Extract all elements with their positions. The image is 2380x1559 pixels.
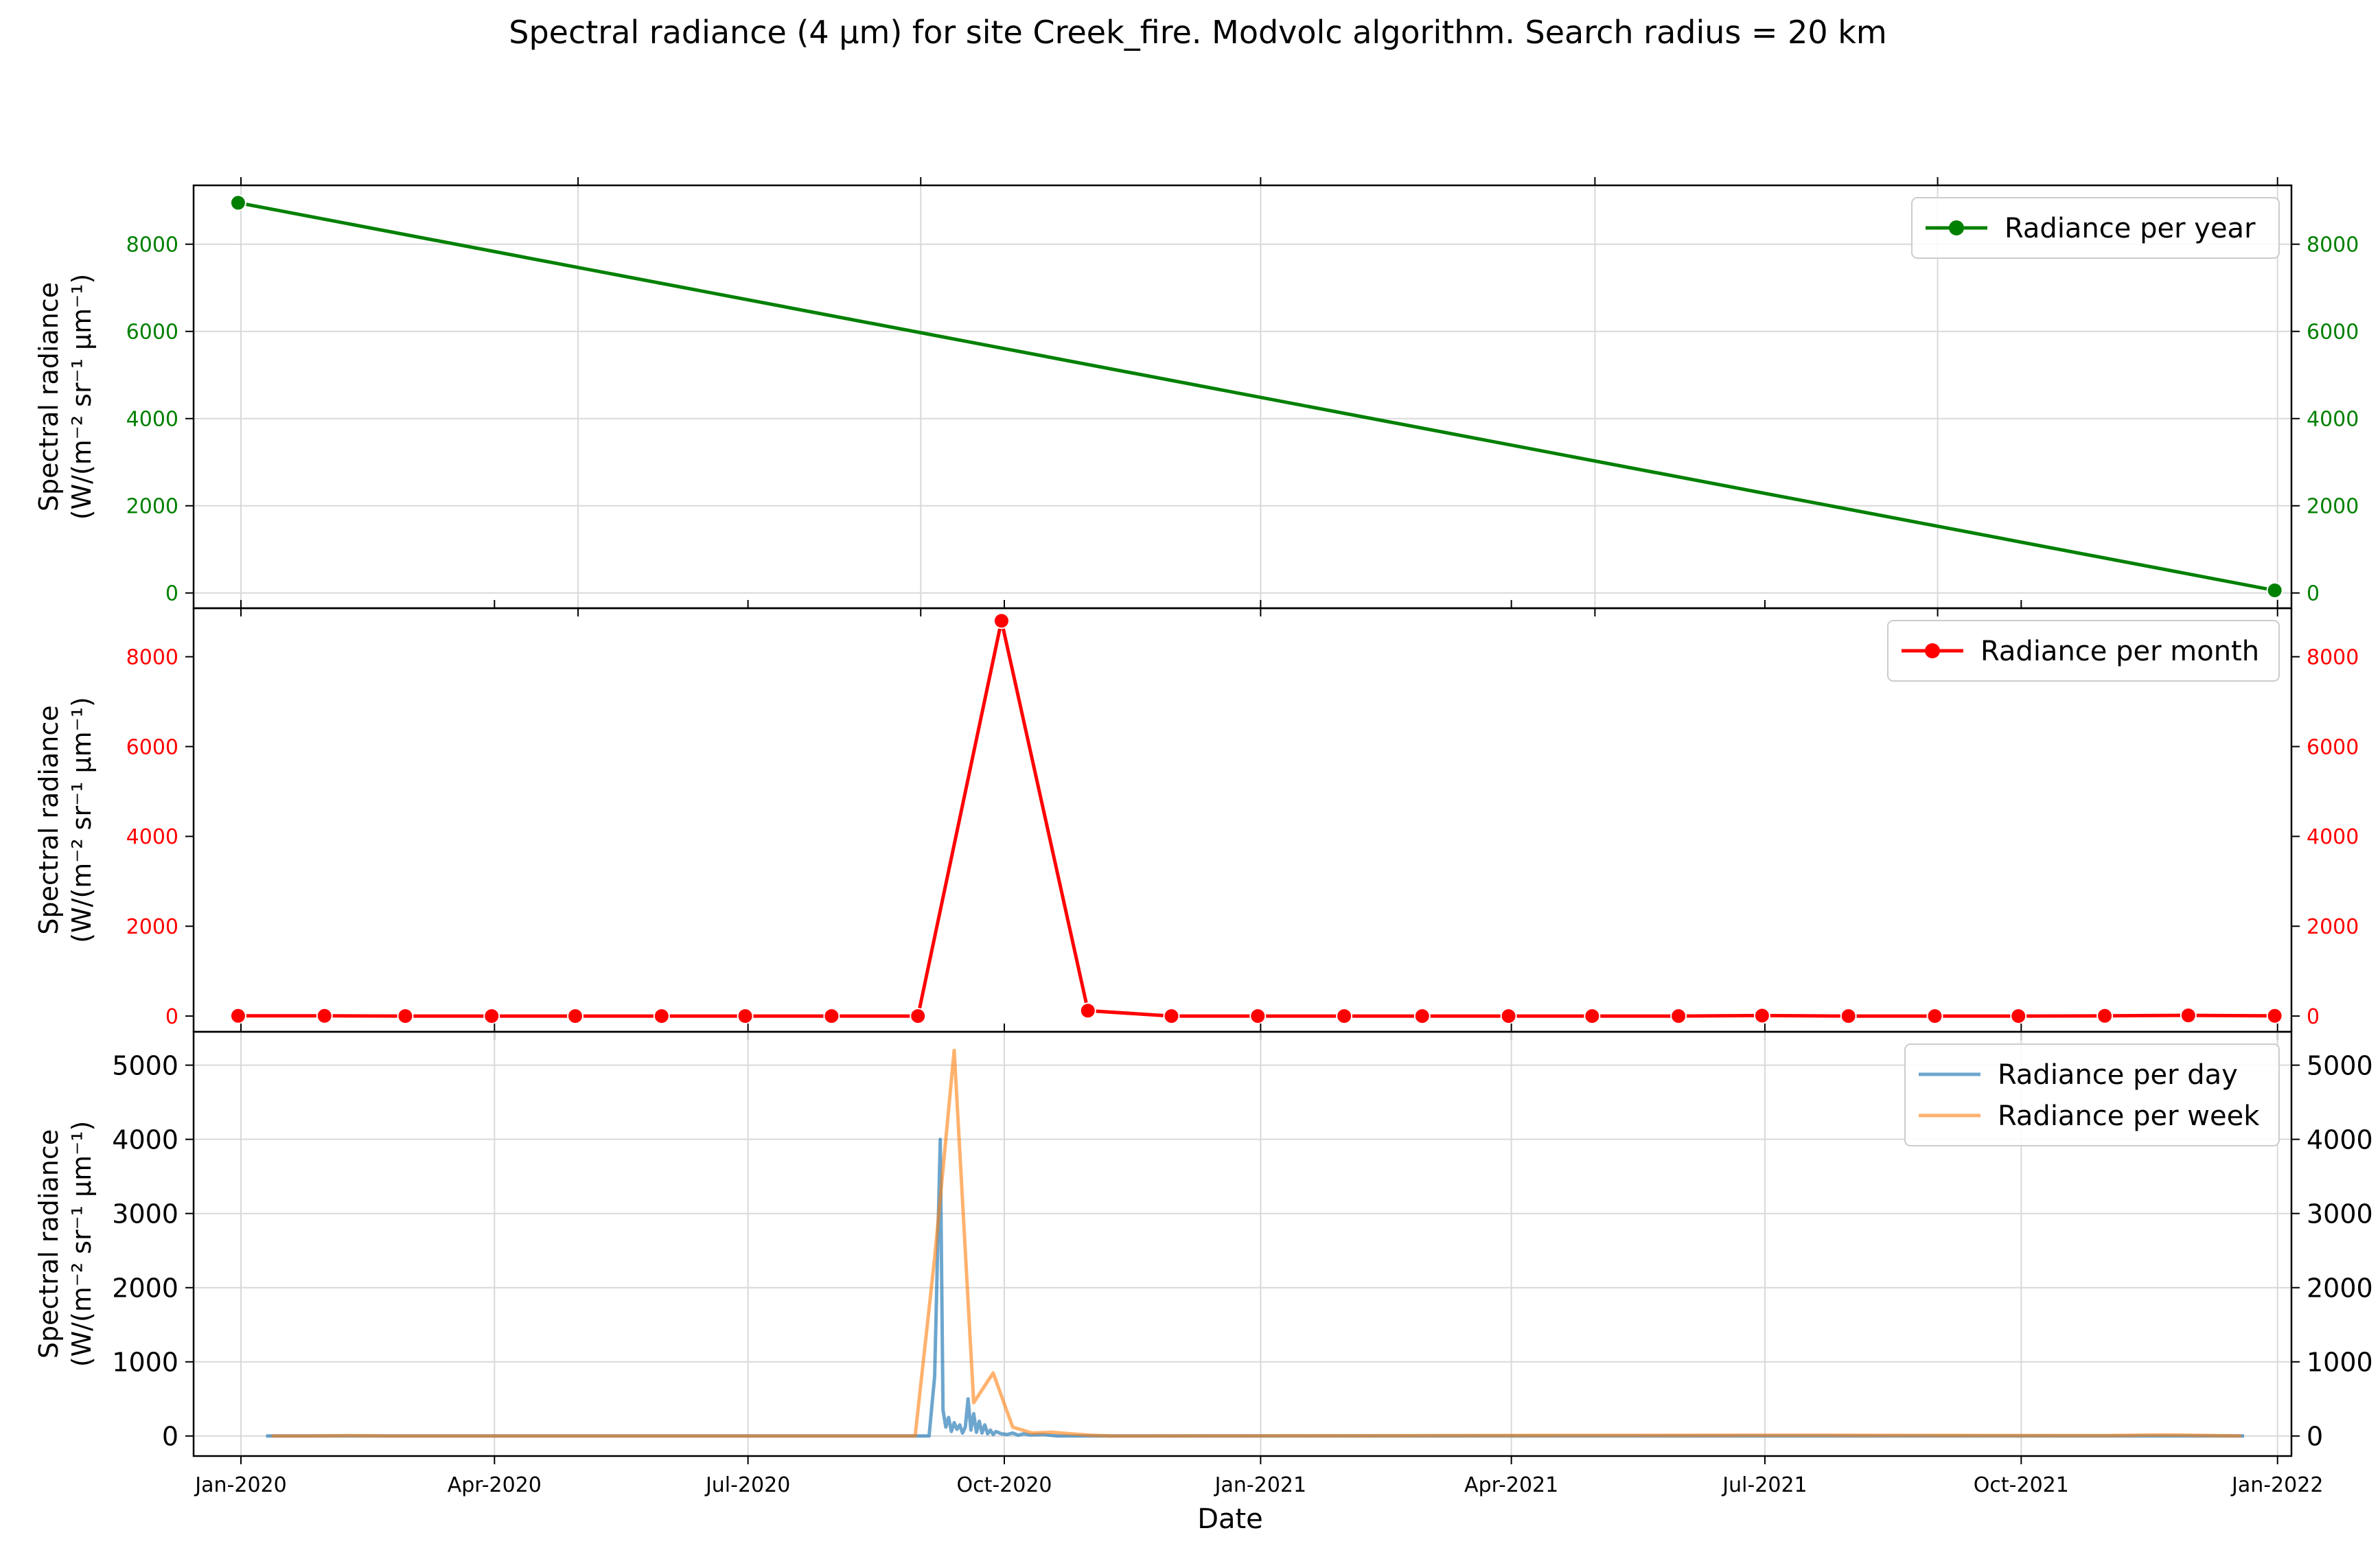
y-axis-label: Spectral radiance [34, 1129, 64, 1359]
data-point [1249, 1008, 1267, 1025]
legend-marker [1949, 220, 1964, 235]
y-tick-label-right: 0 [2307, 1422, 2323, 1452]
y-tick-label-left: 8000 [126, 233, 178, 257]
y-axis-label: Spectral radiance [34, 282, 64, 511]
y-tick-label-right: 8000 [2307, 233, 2359, 257]
data-point [1336, 1008, 1353, 1025]
y-tick-label-right: 6000 [2307, 321, 2359, 345]
y-tick-label-left: 2000 [126, 495, 178, 519]
y-tick-label-right: 5000 [2307, 1050, 2373, 1081]
panel-frame [192, 1030, 2293, 1457]
data-point [2096, 1007, 2114, 1024]
legend: Radiance per year [1911, 197, 2280, 259]
y-tick-label-right: 4000 [2307, 1124, 2373, 1155]
y-tick-label-left: 1000 [112, 1347, 178, 1377]
x-tick-label: Jan-2020 [194, 1473, 286, 1497]
y-tick-label-right: 2000 [2307, 495, 2359, 519]
y-tick-label-left: 2000 [112, 1273, 178, 1303]
data-point [1670, 1008, 1687, 1025]
y-axis-label-unit: (W/(m⁻² sr⁻¹ µm⁻¹) [67, 274, 97, 520]
data-point [483, 1008, 500, 1025]
data-point [567, 1008, 584, 1025]
legend-marker [1925, 643, 1940, 658]
x-tick-label: Jul-2020 [704, 1473, 790, 1497]
data-point [229, 1007, 246, 1024]
x-tick-label: Apr-2020 [448, 1473, 542, 1497]
data-point [397, 1008, 414, 1025]
data-point [2266, 581, 2283, 599]
x-axis-label: Date [1197, 1503, 1263, 1535]
y-tick-label-left: 8000 [126, 645, 178, 669]
data-point [2180, 1007, 2197, 1024]
legend-label: Radiance per day [1998, 1059, 2238, 1091]
data-point [993, 612, 1010, 630]
y-tick-label-right: 4000 [2307, 408, 2359, 432]
y-tick-label-right: 3000 [2307, 1199, 2373, 1229]
y-tick-label-left: 6000 [126, 321, 178, 345]
chart-title: Spectral radiance (4 µm) for site Creek_… [509, 14, 1887, 51]
y-tick-label-left: 0 [165, 582, 178, 606]
legend-box [1904, 1043, 2280, 1146]
y-tick-label-right: 0 [2307, 1005, 2320, 1029]
data-point [1500, 1008, 1517, 1025]
legend: Radiance per month [1887, 620, 2280, 682]
data-point [2266, 1007, 2283, 1024]
data-point [823, 1008, 840, 1025]
data-point [1926, 1008, 1943, 1025]
x-tick-label: Apr-2021 [1464, 1473, 1558, 1497]
x-tick-label: Jul-2021 [1721, 1473, 1807, 1497]
legend-label: Radiance per week [1998, 1100, 2260, 1132]
data-point [910, 1008, 927, 1025]
y-tick-label-left: 6000 [126, 735, 178, 759]
x-tick-label: Oct-2020 [956, 1473, 1052, 1497]
legend-label: Radiance per month [1980, 636, 2259, 667]
panel-bottom: 0 0 1000 1000 2000 2000 3000 3000 4000 4000 5000 50… [34, 1024, 2373, 1497]
y-tick-label-left: 3000 [112, 1199, 178, 1229]
y-axis-label: Spectral radiance [34, 705, 64, 934]
y-tick-label-right: 2000 [2307, 1273, 2373, 1303]
y-tick-label-right: 8000 [2307, 645, 2359, 669]
x-tick-label: Oct-2021 [1974, 1473, 2069, 1497]
data-point [316, 1007, 333, 1024]
y-axis-label-unit: (W/(m⁻² sr⁻¹ µm⁻¹) [67, 697, 97, 943]
data-point [1840, 1008, 1857, 1025]
y-tick-label-left: 0 [165, 1005, 178, 1029]
y-tick-label-left: 4000 [126, 408, 178, 432]
y-axis-label-unit: (W/(m⁻² sr⁻¹ µm⁻¹) [67, 1121, 97, 1367]
series-line [271, 1048, 2241, 1438]
y-tick-label-right: 6000 [2307, 735, 2359, 759]
data-point [737, 1008, 754, 1025]
legend-box [1911, 197, 2280, 259]
y-tick-label-left: 4000 [126, 825, 178, 849]
y-tick-label-right: 1000 [2307, 1347, 2373, 1377]
x-tick-label: Jan-2021 [1214, 1473, 1306, 1497]
data-point [2010, 1008, 2027, 1025]
data-point [1753, 1007, 1770, 1024]
y-tick-label-left: 4000 [112, 1124, 178, 1155]
y-tick-label-right: 0 [2307, 582, 2320, 606]
y-tick-label-right: 2000 [2307, 915, 2359, 939]
data-point [653, 1008, 670, 1025]
y-tick-label-left: 0 [162, 1422, 178, 1452]
data-point [1163, 1008, 1180, 1025]
data-point [1413, 1008, 1431, 1025]
y-tick-label-left: 5000 [112, 1050, 178, 1081]
legend: Radiance per day Radiance per week [1904, 1043, 2280, 1146]
y-tick-label-left: 2000 [126, 915, 178, 939]
data-point [1584, 1008, 1601, 1025]
x-tick-label: Jan-2022 [2230, 1473, 2323, 1497]
y-tick-label-right: 4000 [2307, 825, 2359, 849]
panel-top: 0 0 2000 2000 4000 4000 6000 6000 8000 8000 Spectr… [34, 177, 2359, 616]
data-point [229, 194, 246, 211]
data-point [1079, 1002, 1096, 1019]
series-line [266, 1138, 2244, 1438]
legend-box [1887, 620, 2280, 682]
legend-label: Radiance per year [2004, 213, 2256, 244]
series-line [238, 200, 2276, 592]
